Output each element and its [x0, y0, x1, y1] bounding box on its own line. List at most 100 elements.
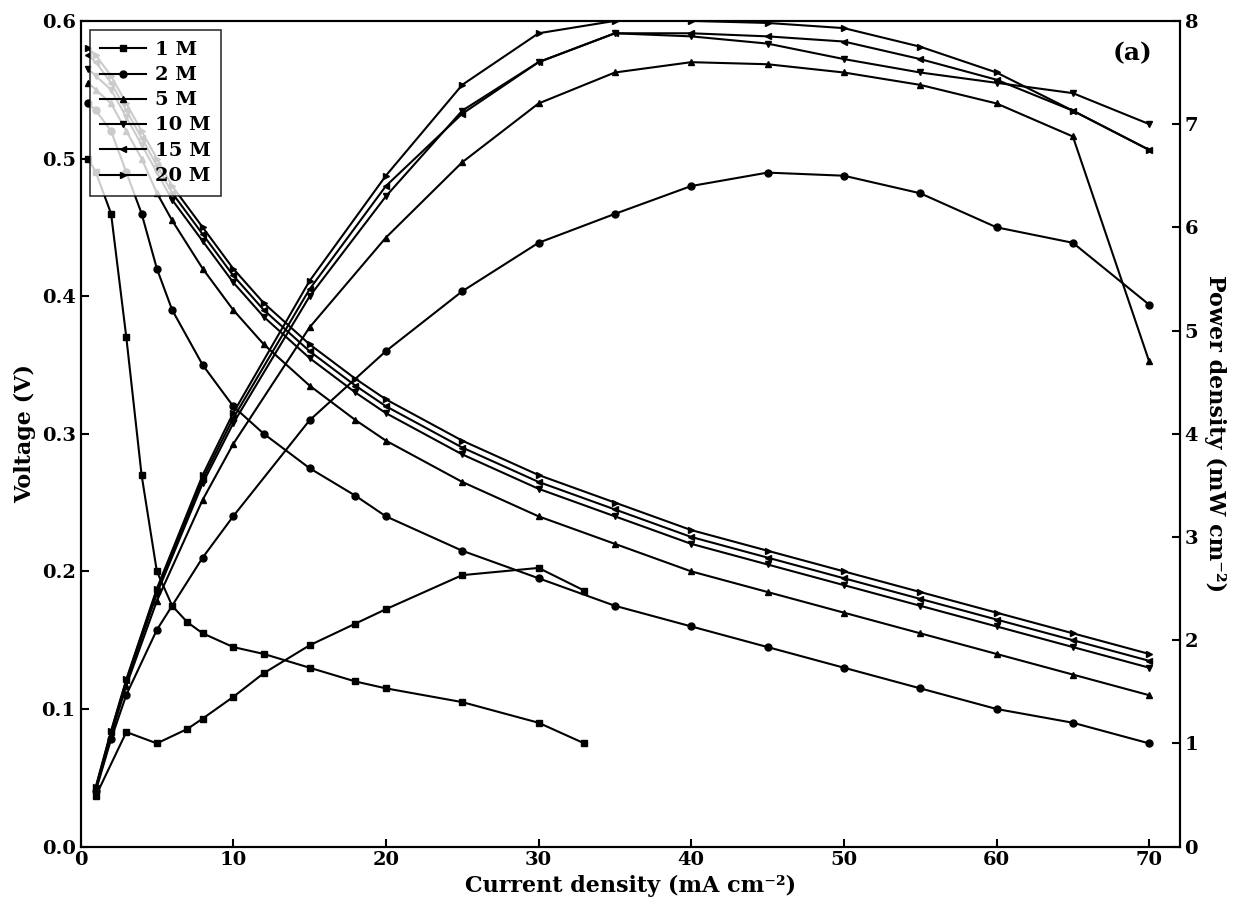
20 M	[531, 469, 546, 480]
10 M	[990, 621, 1004, 632]
Line: 10 M: 10 M	[84, 66, 1153, 671]
10 M	[119, 112, 134, 123]
2 M	[257, 428, 272, 439]
15 M	[1065, 635, 1080, 646]
5 M	[104, 98, 119, 109]
1 M	[88, 167, 103, 178]
5 M	[1142, 690, 1157, 701]
1 M	[195, 628, 210, 639]
20 M	[119, 98, 134, 109]
10 M	[837, 579, 852, 590]
1 M	[134, 469, 149, 480]
20 M	[104, 70, 119, 81]
20 M	[1065, 628, 1080, 639]
1 M	[455, 697, 470, 708]
15 M	[1142, 655, 1157, 666]
15 M	[913, 593, 928, 604]
Line: 20 M: 20 M	[84, 45, 1153, 658]
20 M	[165, 180, 180, 191]
1 M	[81, 153, 95, 164]
20 M	[149, 153, 164, 164]
15 M	[257, 304, 272, 315]
5 M	[990, 649, 1004, 660]
5 M	[165, 215, 180, 226]
1 M	[226, 641, 241, 652]
5 M	[119, 126, 134, 137]
Line: 2 M: 2 M	[84, 100, 1153, 747]
15 M	[119, 105, 134, 116]
2 M	[608, 600, 622, 611]
1 M	[303, 662, 317, 673]
1 M	[149, 566, 164, 577]
5 M	[195, 263, 210, 274]
20 M	[913, 587, 928, 598]
2 M	[1142, 738, 1157, 749]
5 M	[226, 304, 241, 315]
15 M	[226, 270, 241, 281]
1 M	[180, 617, 195, 628]
10 M	[257, 312, 272, 322]
10 M	[378, 407, 393, 418]
20 M	[88, 50, 103, 61]
2 M	[303, 463, 317, 474]
10 M	[134, 139, 149, 150]
10 M	[531, 484, 546, 495]
2 M	[88, 105, 103, 116]
10 M	[195, 236, 210, 247]
20 M	[990, 608, 1004, 619]
5 M	[149, 188, 164, 199]
15 M	[195, 229, 210, 240]
10 M	[165, 194, 180, 205]
2 M	[1065, 717, 1080, 728]
1 M	[104, 208, 119, 219]
15 M	[455, 442, 470, 453]
2 M	[913, 683, 928, 694]
10 M	[88, 70, 103, 81]
20 M	[134, 126, 149, 137]
5 M	[837, 608, 852, 619]
2 M	[195, 360, 210, 371]
Legend: 1 M, 2 M, 5 M, 10 M, 15 M, 20 M: 1 M, 2 M, 5 M, 10 M, 15 M, 20 M	[89, 30, 221, 196]
10 M	[348, 387, 363, 398]
2 M	[149, 263, 164, 274]
Text: (a): (a)	[1112, 42, 1152, 66]
Line: 1 M: 1 M	[84, 155, 588, 747]
2 M	[683, 621, 698, 632]
20 M	[608, 497, 622, 508]
15 M	[683, 531, 698, 542]
20 M	[683, 525, 698, 536]
5 M	[348, 415, 363, 425]
5 M	[378, 435, 393, 446]
5 M	[455, 476, 470, 487]
1 M	[119, 332, 134, 343]
2 M	[531, 573, 546, 584]
5 M	[303, 380, 317, 391]
10 M	[683, 538, 698, 549]
5 M	[913, 628, 928, 639]
15 M	[348, 380, 363, 391]
1 M	[165, 600, 180, 611]
2 M	[119, 167, 134, 178]
20 M	[1142, 649, 1157, 660]
15 M	[165, 188, 180, 199]
15 M	[531, 476, 546, 487]
5 M	[88, 84, 103, 95]
15 M	[837, 573, 852, 584]
10 M	[913, 600, 928, 611]
2 M	[226, 401, 241, 412]
10 M	[104, 84, 119, 95]
10 M	[149, 167, 164, 178]
15 M	[378, 401, 393, 412]
5 M	[683, 566, 698, 577]
15 M	[608, 504, 622, 515]
Line: 5 M: 5 M	[84, 79, 1153, 699]
20 M	[760, 546, 775, 557]
1 M	[577, 738, 591, 749]
1 M	[257, 649, 272, 660]
5 M	[81, 77, 95, 88]
15 M	[104, 77, 119, 88]
15 M	[303, 345, 317, 356]
15 M	[149, 160, 164, 171]
Y-axis label: Power density (mW cm⁻²): Power density (mW cm⁻²)	[1204, 275, 1226, 592]
20 M	[455, 435, 470, 446]
